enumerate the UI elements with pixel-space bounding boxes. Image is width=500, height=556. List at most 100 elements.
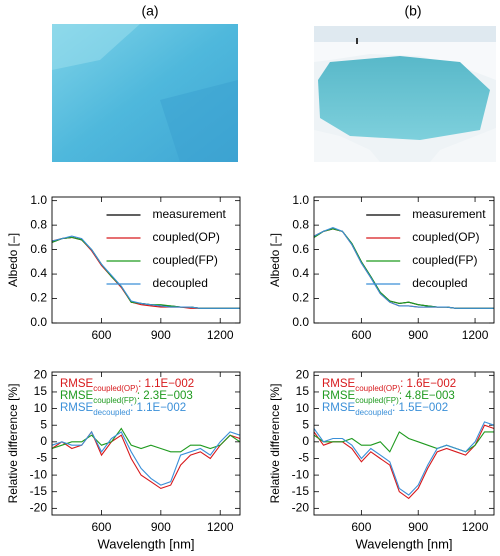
x-tick-label: 900 [408,520,428,534]
legend-note: : 1.1E−002 [138,378,194,390]
legend-name: RMSE [60,378,94,390]
legend-label: decoupled [412,276,467,290]
y-tick-label: 0.6 [30,242,47,256]
y-axis-title: Albedo [–] [268,233,282,287]
legend-entry: RMSEcoupled(FP): 2.3E−003 [60,390,193,405]
y-axis-title: Relative difference [%] [6,384,20,504]
panel-label: (b) [404,3,421,19]
y-tick-label: 0.4 [30,266,47,280]
legend-note: : 1.1E−002 [130,402,186,414]
y-axis-title: Relative difference [%] [268,384,282,504]
y-tick-label: -10 [30,467,48,481]
plot-frame [51,196,241,324]
y-tick-label: 1.0 [30,193,47,207]
legend-name: RMSE [60,402,94,414]
legend-name: RMSE [322,402,356,414]
y-tick-label: 0 [302,434,309,448]
y-tick-label: 0.2 [292,291,309,305]
y-tick-label: -5 [36,451,47,465]
x-tick-label: 900 [151,520,171,534]
legend-entry: RMSEcoupled(OP): 1.6E−002 [322,378,456,393]
series-line [313,421,495,496]
x-tick-label: 600 [351,520,371,534]
y-tick-label: 5 [40,417,47,431]
y-tick-label: 15 [34,384,48,398]
x-tick-label: 600 [91,520,111,534]
x-tick-label: 1200 [462,328,489,342]
y-tick-label: 20 [34,367,48,381]
y-tick-label: -20 [292,501,310,515]
y-tick-label: 0.2 [30,291,47,305]
y-tick-label: 5 [302,417,309,431]
panel-label: (a) [141,3,158,19]
series-line [51,236,240,309]
y-tick-label: -15 [292,484,310,498]
photo-b [314,26,496,162]
legend-note: : 2.3E−003 [137,390,193,402]
y-tick-label: -20 [30,501,48,515]
series-line [313,227,494,309]
x-axis-title: Wavelength [nm] [355,536,452,551]
y-tick-label: -15 [30,484,48,498]
x-tick-label: 1200 [207,328,234,342]
y-tick-label: 0 [40,434,47,448]
y-tick-label: 10 [296,401,310,415]
x-tick-label: 1200 [207,520,234,534]
plot-frame [51,371,241,516]
legend-subscript: coupled(OP) [93,384,138,393]
series-line [51,427,241,453]
legend-note: : 1.5E−002 [392,402,448,414]
legend-entry: RMSEcoupled(OP): 1.1E−002 [60,378,194,393]
legend-label: coupled(OP) [153,230,220,244]
legend-entry: RMSEdecoupled: 1.5E−002 [322,402,448,417]
photo-a [52,24,238,162]
series-line [51,430,241,490]
y-axis-title: Albedo [–] [6,233,20,287]
y-tick-label: 0.8 [30,217,47,231]
legend-subscript: decoupled [355,408,392,417]
series-line [313,431,494,453]
legend-subscript: coupled(FP) [93,396,137,405]
plot-frame [313,196,495,324]
legend-name: RMSE [322,378,356,390]
y-tick-label: 0.0 [30,315,47,329]
plot-frame [313,371,495,516]
legend-label: coupled(FP) [412,253,477,267]
x-tick-label: 1200 [462,520,489,534]
legend-note: : 4.8E−003 [399,390,455,402]
legend-label: decoupled [153,276,208,290]
legend-name: RMSE [60,390,94,402]
x-tick-label: 900 [408,328,428,342]
y-tick-label: -10 [292,467,310,481]
legend-name: RMSE [322,390,356,402]
y-tick-label: 15 [296,384,310,398]
series-line [51,430,241,486]
x-tick-label: 900 [151,328,171,342]
x-tick-label: 600 [351,328,371,342]
legend-label: measurement [412,207,486,221]
series-line [51,236,240,309]
x-axis-title: Wavelength [nm] [97,536,194,551]
series-line [313,424,495,500]
legend-subscript: coupled(OP) [355,384,400,393]
legend-subscript: decoupled [93,408,130,417]
series-line [51,235,240,309]
legend-label: measurement [153,207,227,221]
legend-entry: RMSEdecoupled: 1.1E−002 [60,402,186,417]
y-tick-label: 0.8 [292,217,309,231]
legend-entry: RMSEcoupled(FP): 4.8E−003 [322,390,455,405]
legend-label: coupled(FP) [153,253,218,267]
series-line [51,236,240,309]
legend-label: coupled(OP) [412,230,479,244]
y-tick-label: 10 [34,401,48,415]
y-tick-label: 1.0 [292,193,309,207]
legend-subscript: coupled(FP) [355,396,399,405]
y-tick-label: -5 [298,451,309,465]
y-tick-label: 0.6 [292,242,309,256]
x-tick-label: 600 [91,328,111,342]
y-tick-label: 0.0 [292,315,309,329]
legend-note: : 1.6E−002 [400,378,456,390]
y-tick-label: 0.4 [292,266,309,280]
y-tick-label: 20 [296,367,310,381]
